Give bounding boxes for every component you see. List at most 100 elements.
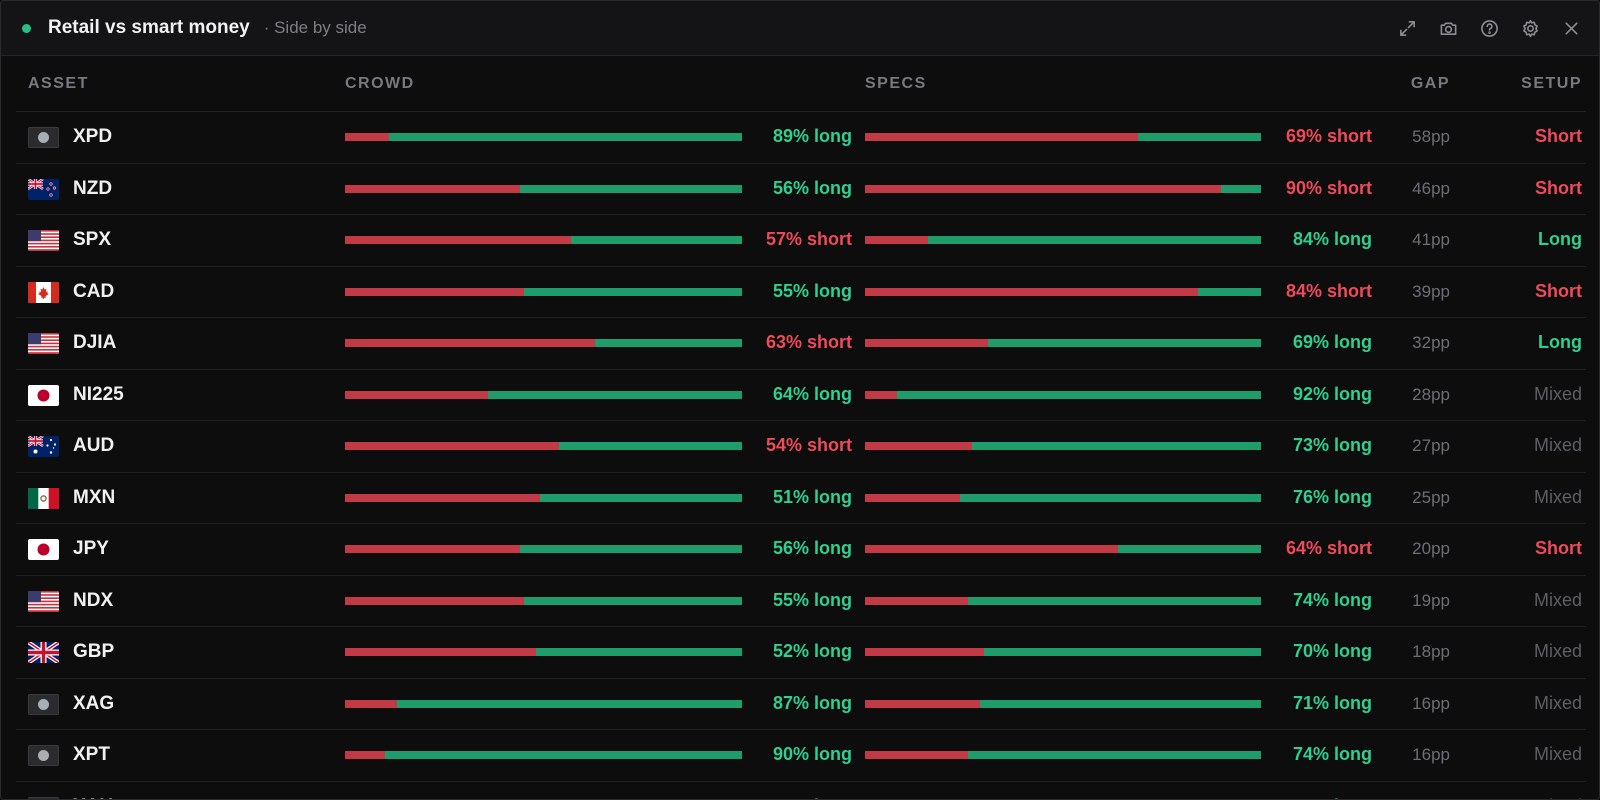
jp-flag-icon <box>28 384 59 406</box>
specs-label: 71% long <box>1292 692 1372 713</box>
specs-short-fill <box>865 596 968 605</box>
crowd-ratio-bar <box>345 699 742 708</box>
crowd-short-fill <box>345 236 572 244</box>
ca-flag-icon <box>28 281 59 303</box>
table-row-xpd[interactable]: XPD 89% long 69% short 58pp Short <box>16 112 1586 164</box>
column-header-specs[interactable]: SPECS <box>865 75 927 92</box>
setup-badge: Mixed <box>1533 435 1582 455</box>
crowd-ratio-bar <box>345 596 742 605</box>
asset-symbol: XPT <box>73 744 110 765</box>
specs-ratio-bar <box>865 390 1261 399</box>
settings-icon <box>1522 19 1538 37</box>
asset-symbol: NZD <box>73 177 113 199</box>
specs-ratio-bar <box>865 699 1261 708</box>
crowd-short-fill <box>345 133 389 141</box>
table-row-ni225[interactable]: NI225 64% long 92% long 28pp Mixed <box>16 370 1586 421</box>
table-row-ndx[interactable]: NDX 55% long 74% long 19pp Mixed <box>16 576 1586 627</box>
specs-short-fill <box>865 339 988 347</box>
setup-badge: Mixed <box>1456 796 1582 800</box>
expand-button[interactable] <box>1393 14 1421 42</box>
table-row-spx[interactable]: SPX 57% short 84% long 41pp Long <box>16 215 1586 267</box>
specs-label: 74% long <box>1292 744 1372 764</box>
asset-symbol: SPX <box>73 229 112 250</box>
settings-button[interactable] <box>1516 14 1544 42</box>
widget-title: Retail vs smart money <box>48 17 250 38</box>
camera-icon <box>1440 21 1456 35</box>
table-row-jpy[interactable]: JPY 56% long 64% short 20pp Short <box>16 524 1586 576</box>
gap-value: 46pp <box>1412 178 1450 198</box>
gb-flag-icon <box>28 642 59 663</box>
mx-flag-icon <box>28 487 59 509</box>
specs-label: 92% long <box>1292 383 1372 404</box>
crowd-ratio-bar <box>345 287 742 296</box>
crowd-short-fill <box>345 339 596 347</box>
specs-ratio-bar <box>865 442 1261 450</box>
specs-label: 94% long <box>1212 796 1372 800</box>
specs-label: 74% long <box>1292 589 1372 610</box>
table-row-xag[interactable]: XAG 87% long 71% long 16pp Mixed <box>16 679 1586 730</box>
gap-value: 39pp <box>1412 281 1450 301</box>
jp-flag-icon <box>28 539 59 560</box>
setup-badge: Long <box>1538 229 1582 249</box>
asset-symbol: XAG <box>73 692 115 714</box>
metal-silver-flag-icon <box>28 693 59 715</box>
widget-subtitle: · Side by side <box>263 18 367 37</box>
crowd-short-fill <box>345 390 488 399</box>
crowd-ratio-bar <box>345 339 742 347</box>
specs-ratio-bar <box>865 545 1261 553</box>
asset-symbol: AUD <box>73 435 115 456</box>
gap-value: 20pp <box>1412 539 1450 558</box>
table-row-xpt[interactable]: XPT 90% long 74% long 16pp Mixed <box>16 730 1586 782</box>
column-header-crowd[interactable]: CROWD <box>345 75 415 92</box>
table-body: XPD 89% long 69% short 58pp Short NZD 56… <box>16 112 1586 800</box>
gap-value: 27pp <box>1412 436 1450 455</box>
gap-value: 41pp <box>1412 230 1450 249</box>
crowd-ratio-bar <box>345 493 742 502</box>
setup-badge: Mixed <box>1533 383 1582 404</box>
specs-short-fill <box>865 287 1198 296</box>
asset-symbol: GBP <box>73 641 115 662</box>
gap-value: 58pp <box>1412 127 1450 146</box>
specs-label: 69% long <box>1292 332 1372 352</box>
table-row-nzd[interactable]: NZD 56% long 90% short 46pp Short <box>16 164 1586 215</box>
column-header-asset[interactable]: ASSET <box>28 75 89 92</box>
crowd-ratio-bar <box>345 545 742 553</box>
table-row-gbp[interactable]: GBP 52% long 70% long 18pp Mixed <box>16 627 1586 679</box>
us-flag-icon <box>28 590 59 612</box>
crowd-short-fill <box>345 648 536 656</box>
nz-flag-icon <box>28 178 59 200</box>
crowd-label: 56% long <box>772 538 852 558</box>
specs-label: 84% short <box>1285 280 1372 301</box>
close-button[interactable] <box>1557 14 1585 42</box>
table-header: ASSET CROWD SPECS GAP SETUP <box>16 56 1586 112</box>
asset-symbol: DJIA <box>73 332 117 353</box>
table-row-xau[interactable]: XAU 79% long 94% long 15pp Mixed <box>16 782 1586 800</box>
setup-badge: Short <box>1535 280 1582 301</box>
crowd-ratio-bar <box>345 442 742 450</box>
crowd-label: 90% long <box>772 744 852 764</box>
crowd-ratio-bar <box>345 236 742 244</box>
table-row-cad[interactable]: CAD 55% long 84% short 39pp Short <box>16 267 1586 318</box>
table-row-djia[interactable]: DJIA 63% short 69% long 32pp Long <box>16 318 1586 370</box>
gap-value: 18pp <box>1412 642 1450 661</box>
screenshot-button[interactable] <box>1434 14 1462 42</box>
column-header-gap[interactable]: GAP <box>1410 75 1450 92</box>
asset-symbol: JPY <box>73 538 109 559</box>
column-header-setup[interactable]: SETUP <box>1521 75 1582 92</box>
crowd-label: 55% long <box>772 280 852 301</box>
setup-badge: Short <box>1535 538 1582 558</box>
crowd-short-fill <box>345 545 520 553</box>
crowd-ratio-bar <box>345 390 742 399</box>
specs-short-fill <box>865 184 1222 193</box>
table-row-mxn[interactable]: MXN 51% long 76% long 25pp Mixed <box>16 473 1586 524</box>
crowd-ratio-bar <box>345 184 742 193</box>
crowd-label: 56% long <box>772 177 852 198</box>
gap-value: 16pp <box>1412 745 1450 764</box>
metal-gold-flag-icon <box>28 796 59 799</box>
asset-symbol: NI225 <box>73 383 124 405</box>
specs-short-fill <box>865 493 961 502</box>
help-button[interactable] <box>1475 14 1503 42</box>
gap-value: 16pp <box>1412 693 1450 713</box>
table-row-aud[interactable]: AUD 54% short 73% long 27pp Mixed <box>16 421 1586 473</box>
